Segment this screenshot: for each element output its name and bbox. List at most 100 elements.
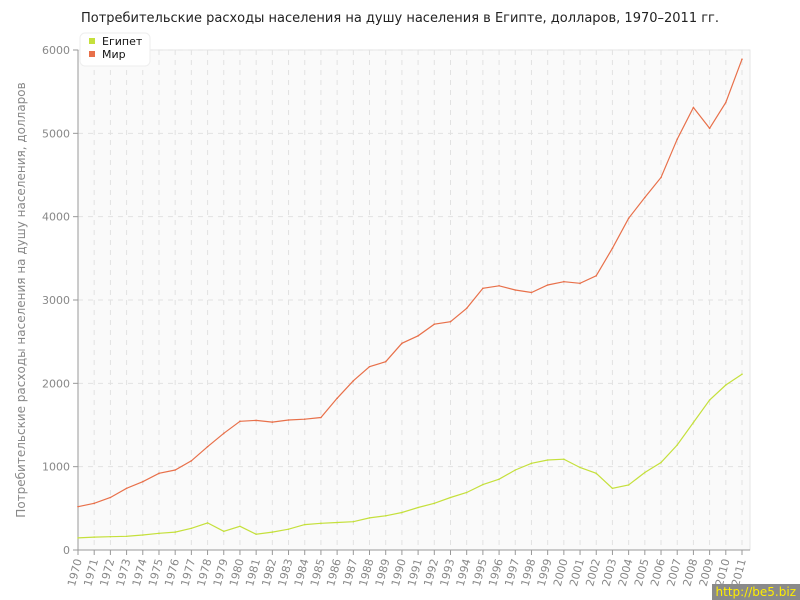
data-point (660, 176, 662, 179)
series-line-Египет (77, 373, 743, 539)
data-point (222, 432, 225, 435)
y-axis-label: Потребительские расходы населения на душ… (14, 82, 28, 517)
data-point (158, 532, 160, 535)
data-point (676, 138, 679, 140)
data-point (692, 106, 695, 109)
data-point (368, 517, 371, 519)
data-point (206, 445, 209, 448)
data-point (287, 528, 290, 530)
data-point (190, 460, 193, 462)
data-point (627, 217, 630, 220)
data-point (611, 487, 614, 490)
data-point (368, 365, 371, 368)
data-point (190, 527, 193, 530)
data-point (303, 418, 306, 420)
data-point (644, 196, 646, 199)
chart-title: Потребительские расходы населения на душ… (81, 11, 719, 26)
data-point (158, 472, 160, 475)
data-point (433, 502, 436, 505)
data-point (546, 284, 549, 286)
y-tick-label: 5000 (42, 127, 70, 140)
data-point (465, 307, 468, 310)
data-point (692, 421, 695, 424)
y-tick-label: 3000 (42, 294, 70, 307)
data-point (109, 496, 112, 499)
data-point (465, 491, 468, 494)
data-point (125, 535, 128, 538)
data-point (530, 462, 533, 465)
data-point (530, 291, 533, 294)
data-point (255, 533, 257, 535)
data-point (320, 522, 322, 525)
y-tick-label: 0 (63, 544, 70, 557)
data-point (725, 101, 727, 104)
data-point (514, 469, 517, 471)
data-point (482, 483, 484, 486)
data-point (676, 444, 679, 446)
series-line-Мир (77, 58, 743, 508)
data-point (206, 522, 209, 524)
data-point (174, 469, 176, 471)
data-point (644, 471, 646, 474)
data-point (546, 459, 549, 461)
data-point (239, 525, 241, 528)
data-point (141, 534, 144, 536)
y-tick-label: 2000 (42, 377, 70, 390)
data-point (255, 419, 257, 422)
data-point (514, 289, 517, 291)
data-point (401, 511, 403, 514)
data-point (708, 127, 711, 130)
legend-swatch (89, 51, 95, 57)
data-point (109, 535, 112, 538)
data-point (93, 536, 95, 538)
data-point (93, 502, 95, 505)
data-point (563, 280, 565, 283)
data-point (725, 384, 727, 386)
legend-box (79, 32, 151, 67)
data-point (482, 287, 484, 290)
data-point (287, 419, 290, 421)
data-point (417, 506, 419, 509)
data-point (417, 335, 419, 337)
data-point (498, 478, 500, 480)
data-point (384, 515, 387, 517)
data-point (708, 399, 711, 401)
data-point (595, 275, 598, 277)
data-point (579, 282, 581, 285)
data-point (433, 323, 436, 325)
data-point (384, 360, 387, 363)
data-point (579, 466, 581, 469)
data-point (449, 320, 452, 323)
data-point (741, 373, 743, 375)
data-point (77, 505, 79, 508)
data-point (239, 420, 241, 423)
legend-label: Египет (102, 35, 143, 48)
data-point (271, 421, 274, 423)
data-point (336, 521, 338, 524)
data-point (563, 458, 565, 460)
data-point (336, 397, 338, 400)
data-point (222, 530, 225, 533)
data-point (595, 472, 598, 475)
data-point (449, 496, 452, 499)
y-tick-label: 6000 (42, 44, 70, 57)
y-tick-label: 1000 (42, 461, 70, 474)
data-point (303, 523, 306, 526)
data-point (271, 531, 274, 533)
data-point (660, 461, 662, 464)
data-point (77, 537, 79, 539)
data-point (401, 342, 403, 345)
watermark[interactable]: http://be5.biz (711, 584, 800, 600)
data-point (125, 487, 128, 490)
legend-swatch (89, 38, 95, 44)
data-point (320, 416, 322, 419)
data-point (352, 380, 355, 382)
data-point (352, 520, 355, 523)
data-point (741, 58, 743, 60)
legend-label: Мир (102, 48, 126, 61)
data-point (627, 484, 630, 486)
data-point (141, 480, 144, 483)
